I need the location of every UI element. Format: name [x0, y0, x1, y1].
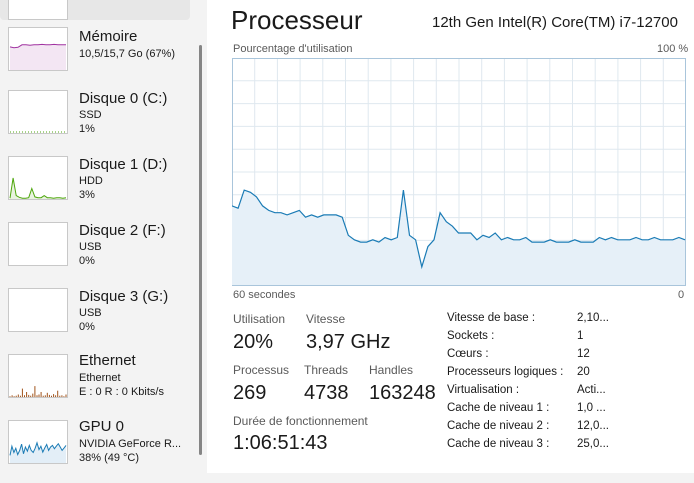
ethernet-thumbnail — [8, 354, 68, 398]
sidebar-item-type: HDD — [79, 175, 103, 187]
gpu-thumb-area — [10, 442, 66, 463]
cpu-usage-graph — [232, 58, 686, 286]
spec-label: Vitesse de base : — [447, 312, 536, 324]
disk1-thumb-area — [10, 178, 66, 199]
sidebar-item-disk2[interactable]: Disque 2 (F:) USB 0% — [0, 219, 190, 285]
spec-value: 12,0... — [577, 420, 609, 432]
sidebar-item-usage: 1% — [79, 123, 95, 135]
page-title: Processeur — [231, 5, 363, 35]
usage-line — [232, 189, 686, 270]
spec-value: 20 — [577, 366, 590, 378]
graph-time-label: 60 secondes — [233, 289, 296, 301]
spec-label: Cœurs : — [447, 348, 489, 360]
sidebar-item-title: Disque 3 (G:) — [79, 288, 169, 305]
sidebar-item-usage: 38% (49 °C) — [79, 452, 140, 464]
cpu-model-name: 12th Gen Intel(R) Core(TM) i7-12700 — [432, 14, 678, 31]
spec-label: Cache de niveau 2 : — [447, 420, 550, 432]
cpu-thumbnail — [8, 0, 68, 20]
threads-value: 4738 — [304, 382, 349, 404]
spec-label: Cache de niveau 1 : — [447, 402, 550, 414]
spec-value: 2,10... — [577, 312, 609, 324]
sidebar-item-cpu[interactable] — [0, 0, 190, 20]
sidebar-item-disk3[interactable]: Disque 3 (G:) USB 0% — [0, 285, 190, 351]
handles-value: 163248 — [369, 382, 436, 404]
spec-value: 1,0 ... — [577, 402, 606, 414]
usage-area — [232, 190, 685, 285]
handles-label: Handles — [369, 363, 414, 377]
sidebar-item-disk0[interactable]: Disque 0 (C:) SSD 1% — [0, 87, 190, 153]
disk2-thumbnail — [8, 222, 68, 266]
sidebar-item-gpu[interactable]: GPU 0 NVIDIA GeForce R... 38% (49 °C) — [0, 417, 190, 483]
sidebar-item-title: Disque 0 (C:) — [79, 90, 168, 107]
spec-label: Cache de niveau 3 : — [447, 438, 550, 450]
utilisation-label: Utilisation — [233, 312, 286, 326]
sidebar-item-usage: 0% — [79, 321, 95, 333]
sidebar-item-adapter: Ethernet — [79, 372, 121, 384]
sidebar-item-title: GPU 0 — [79, 418, 125, 435]
graph-min-label: 0 — [678, 289, 685, 301]
processes-label: Processus — [233, 363, 290, 377]
cpu-panel: Processeur 12th Gen Intel(R) Core(TM) i7… — [207, 0, 694, 473]
sidebar-item-throughput: E : 0 R : 0 Kbits/s — [79, 386, 164, 398]
processes-value: 269 — [233, 382, 267, 404]
utilisation-value: 20% — [233, 331, 274, 353]
disk3-thumbnail — [8, 288, 68, 332]
sidebar-item-model: NVIDIA GeForce R... — [79, 438, 182, 450]
sidebar-scrollbar[interactable] — [199, 45, 202, 455]
sidebar-item-title: Mémoire — [79, 28, 138, 45]
sidebar-item-memory[interactable]: Mémoire 10,5/15,7 Go (67%) — [0, 21, 190, 87]
spec-value: 1 — [577, 330, 584, 342]
threads-label: Threads — [304, 363, 349, 377]
speed-value: 3,97 GHz — [306, 331, 391, 353]
sidebar-item-type: USB — [79, 241, 102, 253]
spec-value: Acti... — [577, 384, 606, 396]
sidebar-item-type: SSD — [79, 109, 102, 121]
gpu-thumbnail — [8, 420, 68, 464]
disk0-thumbnail — [8, 90, 68, 134]
graph-axis-label: Pourcentage d'utilisation — [233, 43, 353, 55]
sidebar-item-type: USB — [79, 307, 102, 319]
memory-thumb-area — [10, 44, 66, 70]
graph-max-label: 100 % — [657, 43, 689, 55]
spec-label: Sockets : — [447, 330, 495, 342]
sidebar-item-disk1[interactable]: Disque 1 (D:) HDD 3% — [0, 153, 190, 219]
spec-value: 12 — [577, 348, 590, 360]
sidebar-item-detail: 10,5/15,7 Go (67%) — [79, 48, 176, 60]
speed-label: Vitesse — [306, 312, 346, 326]
sidebar-item-usage: 3% — [79, 189, 95, 201]
sidebar-item-usage: 0% — [79, 255, 95, 267]
spec-label: Virtualisation : — [447, 384, 520, 396]
spec-value: 25,0... — [577, 438, 609, 450]
memory-thumb-line — [9, 43, 66, 49]
sidebar-item-title: Disque 1 (D:) — [79, 156, 168, 173]
uptime-label: Durée de fonctionnement — [233, 414, 368, 428]
spec-label: Processeurs logiques : — [447, 366, 564, 378]
memory-thumbnail — [8, 27, 68, 71]
sidebar: Mémoire 10,5/15,7 Go (67%) Disque 0 (C:)… — [0, 0, 205, 473]
uptime-value: 1:06:51:43 — [233, 432, 328, 454]
disk1-thumb-line — [9, 177, 67, 199]
disk1-thumbnail — [8, 156, 68, 200]
sidebar-item-ethernet[interactable]: Ethernet Ethernet E : 0 R : 0 Kbits/s — [0, 351, 190, 417]
sidebar-item-title: Disque 2 (F:) — [79, 222, 166, 239]
gpu-thumb-line — [9, 441, 67, 456]
sidebar-item-title: Ethernet — [79, 352, 136, 369]
